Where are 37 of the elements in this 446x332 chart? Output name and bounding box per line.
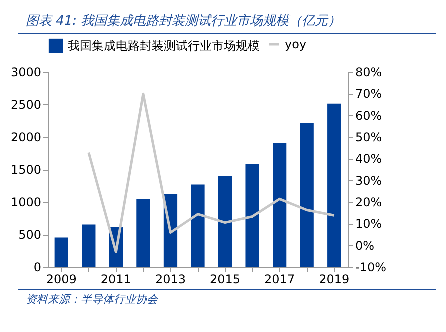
bar bbox=[300, 123, 314, 267]
legend-label: yoy bbox=[285, 38, 307, 52]
x-tick-label: 2017 bbox=[264, 272, 296, 286]
y2-tick-label: 0% bbox=[356, 238, 375, 253]
y2-tick-label: 10% bbox=[356, 217, 382, 232]
y2-tick-label: 70% bbox=[356, 87, 382, 102]
x-tick-label: 2009 bbox=[46, 272, 77, 286]
bar bbox=[191, 184, 205, 267]
y-tick-label: 500 bbox=[18, 228, 42, 242]
x-tick-label: 2019 bbox=[319, 272, 350, 286]
x-tick-label: 2015 bbox=[210, 272, 241, 286]
bar bbox=[136, 199, 150, 267]
y2-tick-label: 40% bbox=[356, 152, 382, 166]
bar bbox=[273, 144, 287, 267]
line-series bbox=[88, 92, 336, 254]
bar bbox=[54, 238, 68, 267]
y-tick-label: 1500 bbox=[10, 163, 42, 177]
y-tick-label: 2000 bbox=[10, 130, 42, 144]
bar bbox=[218, 176, 232, 267]
y-tick-label: 2500 bbox=[10, 98, 42, 112]
x-tick-label: 2011 bbox=[100, 272, 132, 286]
bar bbox=[328, 104, 342, 267]
y2-tick-label: 60% bbox=[356, 108, 382, 123]
y2-tick-label: 80% bbox=[356, 66, 382, 80]
y2-tick-label: 30% bbox=[356, 174, 382, 188]
text: 资料来源：半导体行业协会 bbox=[18, 289, 436, 307]
bar bbox=[82, 224, 96, 267]
y2-tick-label: 20% bbox=[356, 196, 382, 210]
legend-label: 我国集成电路封装测试行业市场规模 bbox=[68, 39, 260, 53]
chart-title: 图表 41: 我国集成电路封装测试行业市场规模（亿元） bbox=[18, 12, 436, 34]
bar bbox=[246, 164, 260, 267]
y2-tick-label: 50% bbox=[356, 130, 382, 144]
y-tick-label: 3000 bbox=[10, 66, 42, 80]
x-tick-label: 2013 bbox=[155, 272, 186, 286]
y2-tick-label: -10% bbox=[356, 260, 387, 274]
y-tick-label: 1000 bbox=[10, 196, 42, 210]
y-tick-label: 0 bbox=[34, 260, 42, 274]
